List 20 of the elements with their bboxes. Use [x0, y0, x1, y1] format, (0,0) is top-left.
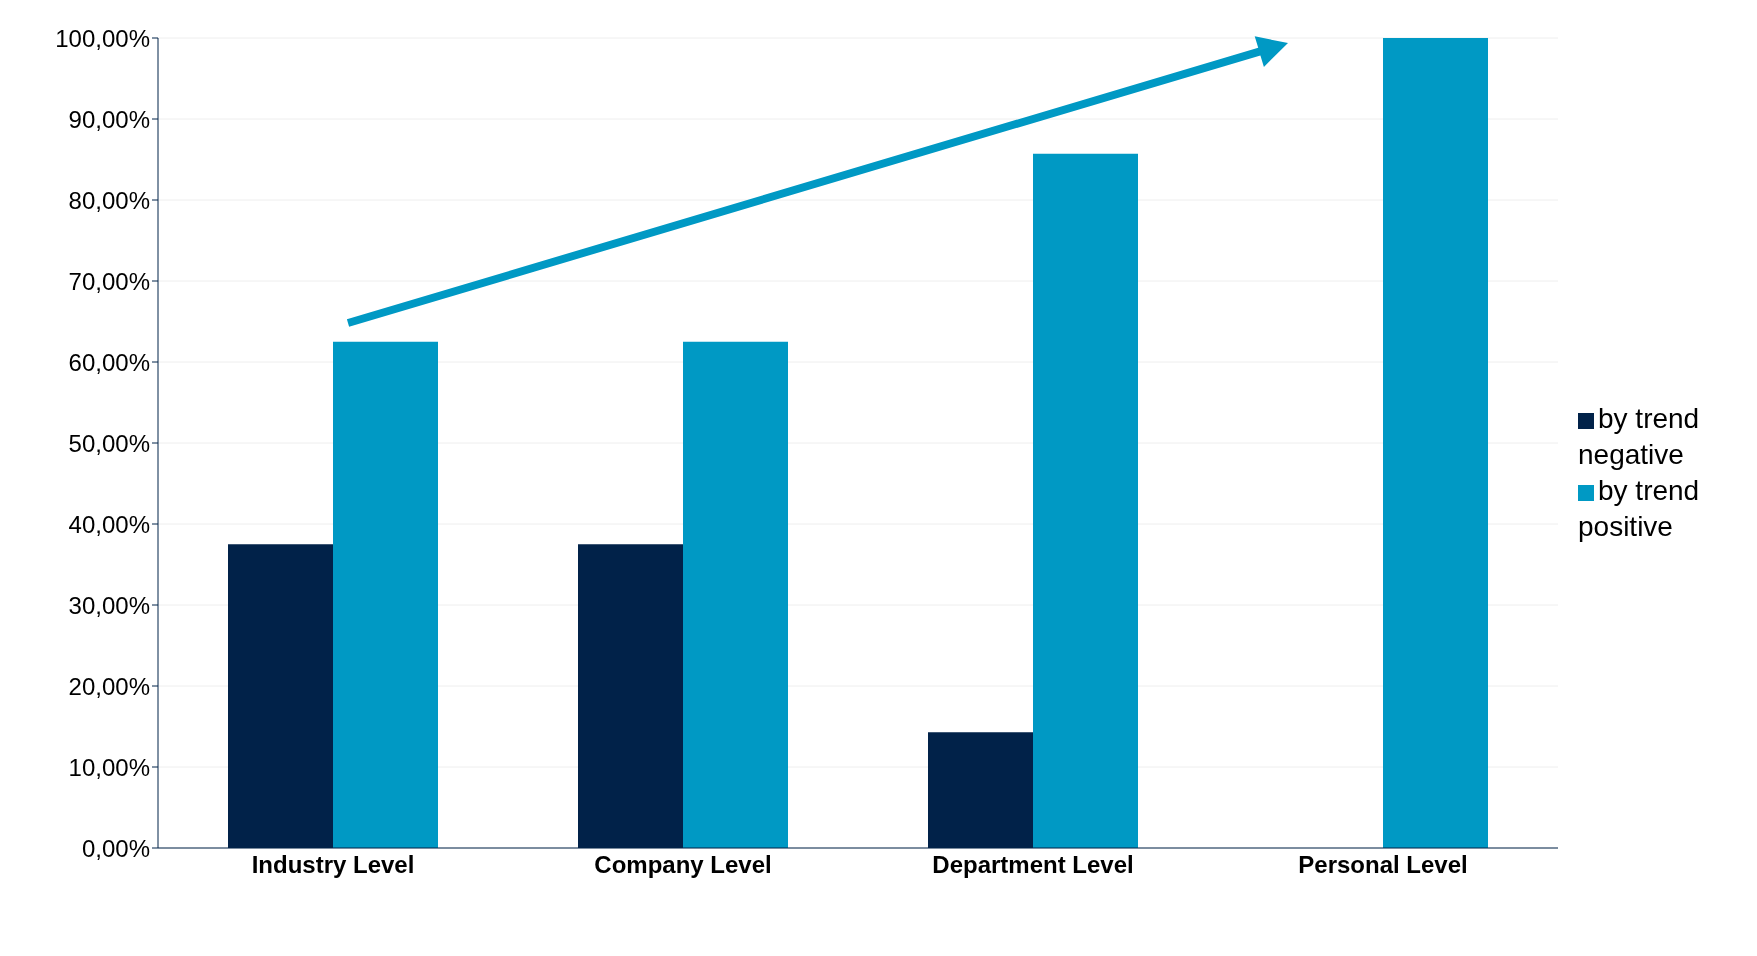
y-tick-label: 60,00% [68, 348, 150, 376]
y-tick-label: 70,00% [68, 267, 150, 295]
x-tick-label: Personal Level [1298, 851, 1468, 879]
y-tick-label: 50,00% [68, 429, 150, 457]
y-tick-label: 100,00% [55, 24, 150, 52]
y-tick-label: 0,00% [81, 834, 150, 862]
bar [1383, 38, 1488, 848]
legend-label: by trend positive [1578, 475, 1700, 542]
y-tick-label: 10,00% [68, 753, 150, 781]
x-tick-label: Department Level [932, 851, 1134, 879]
y-tick-label: 90,00% [68, 105, 150, 133]
y-tick-label: 30,00% [68, 591, 150, 619]
x-tick-label: Company Level [594, 851, 772, 879]
y-tick-label: 40,00% [68, 510, 150, 538]
bar [333, 341, 438, 848]
y-tick-label: 20,00% [68, 672, 150, 700]
bar [1033, 153, 1138, 848]
bar [683, 341, 788, 848]
y-tick-label: 80,00% [68, 186, 150, 214]
x-tick-label: Industry Level [251, 851, 415, 879]
